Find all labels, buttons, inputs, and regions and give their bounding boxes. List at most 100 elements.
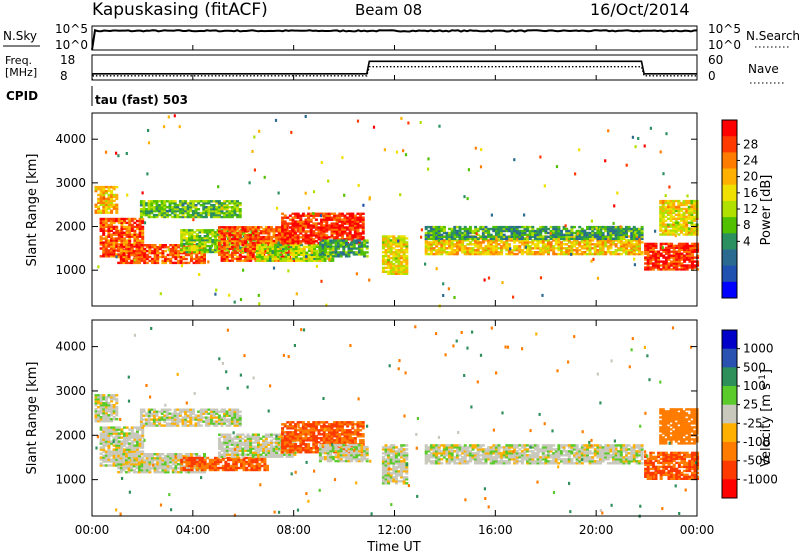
heatmap-cell bbox=[275, 228, 279, 231]
heatmap-cell bbox=[133, 426, 137, 429]
heatmap-cell bbox=[481, 249, 485, 252]
heatmap-cell bbox=[619, 235, 623, 239]
heatmap-cell bbox=[99, 462, 103, 465]
heatmap-cell bbox=[112, 255, 116, 258]
heatmap-cell bbox=[696, 250, 700, 253]
heatmap-cell bbox=[466, 233, 470, 237]
heatmap-cell bbox=[193, 240, 197, 244]
heatmap-cell bbox=[651, 244, 655, 248]
heatmap-cell bbox=[669, 203, 673, 207]
heatmap-cell bbox=[263, 245, 267, 249]
heatmap-cell bbox=[218, 251, 221, 254]
noise-right-tick-bottom: 10^0 bbox=[708, 38, 741, 52]
heatmap-cell bbox=[693, 203, 696, 207]
heatmap-cell bbox=[102, 231, 106, 234]
heatmap-cell bbox=[268, 247, 272, 251]
heatmap-cell bbox=[307, 206, 311, 210]
noise-right-tick-top: 10^5 bbox=[708, 22, 741, 36]
heatmap-cell bbox=[217, 209, 221, 213]
heatmap-cell bbox=[318, 249, 322, 252]
heatmap-cell bbox=[112, 464, 116, 467]
heatmap-cell bbox=[583, 235, 587, 239]
heatmap-cell bbox=[99, 217, 103, 221]
heatmap-cell bbox=[672, 244, 676, 248]
heatmap-cell bbox=[292, 247, 296, 251]
heatmap-cell bbox=[151, 249, 154, 253]
heatmap-cell bbox=[688, 258, 692, 261]
heatmap-cell bbox=[119, 249, 123, 253]
heatmap-cell bbox=[304, 218, 308, 221]
heatmap-cell bbox=[365, 239, 369, 242]
heatmap-cell bbox=[363, 241, 367, 244]
heatmap-cell bbox=[394, 252, 398, 256]
heatmap-cell bbox=[275, 226, 279, 229]
heatmap-cell bbox=[115, 450, 119, 453]
heatmap-cell bbox=[264, 241, 268, 245]
heatmap-cell bbox=[117, 442, 121, 445]
heatmap-cell bbox=[104, 249, 108, 252]
heatmap-cell bbox=[257, 237, 260, 241]
heatmap-cell bbox=[394, 237, 398, 240]
heatmap-cell bbox=[251, 257, 255, 260]
heatmap-cell bbox=[171, 244, 175, 247]
heatmap-cell bbox=[233, 300, 236, 304]
heatmap-cell bbox=[487, 231, 491, 235]
heatmap-cell bbox=[528, 247, 532, 250]
heatmap-cell bbox=[510, 249, 514, 252]
heatmap-cell bbox=[190, 255, 193, 259]
heatmap-cell bbox=[271, 253, 275, 256]
heatmap-cell bbox=[662, 264, 666, 267]
heatmap-cell bbox=[455, 229, 459, 233]
heatmap-cell bbox=[152, 410, 156, 413]
heatmap-cell bbox=[392, 235, 396, 238]
heatmap-cell bbox=[251, 247, 255, 251]
heatmap-cell bbox=[115, 414, 119, 417]
heatmap-cell bbox=[136, 239, 139, 242]
heatmap-cell bbox=[476, 239, 480, 242]
heatmap-cell bbox=[138, 257, 141, 261]
heatmap-cell bbox=[520, 243, 524, 246]
heatmap-cell bbox=[140, 247, 144, 251]
heatmap-cell bbox=[348, 236, 352, 239]
heatmap-cell bbox=[204, 202, 208, 205]
heatmap-cell bbox=[601, 225, 605, 229]
heatmap-cell bbox=[435, 245, 439, 248]
heatmap-cell bbox=[290, 232, 294, 235]
heatmap-cell bbox=[138, 229, 142, 232]
heatmap-cell bbox=[649, 268, 653, 271]
heatmap-cell bbox=[654, 244, 658, 248]
heatmap-cell bbox=[301, 238, 305, 241]
heatmap-cell bbox=[347, 247, 351, 250]
heatmap-cell bbox=[201, 237, 204, 240]
heatmap-cell bbox=[461, 251, 465, 254]
heatmap-cell bbox=[238, 215, 242, 219]
heatmap-cell bbox=[435, 267, 438, 271]
heatmap-cell bbox=[119, 246, 123, 249]
heatmap-cell bbox=[194, 204, 198, 207]
noise-left-tick-bottom: 10^0 bbox=[55, 38, 88, 52]
heatmap-cell bbox=[117, 154, 120, 158]
heatmap-cell bbox=[168, 202, 172, 205]
heatmap-cell bbox=[107, 454, 111, 457]
heatmap-cell bbox=[130, 454, 134, 457]
heatmap-cell bbox=[231, 251, 234, 254]
heatmap-cell bbox=[429, 249, 433, 252]
heatmap-cell bbox=[475, 232, 478, 235]
heatmap-cell bbox=[327, 226, 331, 229]
heatmap-cell bbox=[696, 268, 700, 271]
heatmap-cell bbox=[677, 264, 681, 267]
heatmap-cell bbox=[476, 247, 480, 250]
heatmap-cell bbox=[182, 233, 186, 236]
heatmap-cell bbox=[302, 251, 306, 254]
heatmap-cell bbox=[326, 251, 330, 254]
heatmap-cell bbox=[291, 242, 295, 245]
heatmap-cell bbox=[123, 434, 126, 437]
heatmap-cell bbox=[136, 241, 139, 244]
heatmap-cell bbox=[599, 247, 602, 250]
heatmap-cell bbox=[104, 251, 108, 254]
heatmap-cell bbox=[102, 189, 106, 193]
heatmap-cell bbox=[186, 420, 190, 423]
heatmap-cell bbox=[617, 227, 621, 231]
heatmap-cell bbox=[657, 268, 661, 271]
heatmap-cell bbox=[547, 247, 550, 250]
